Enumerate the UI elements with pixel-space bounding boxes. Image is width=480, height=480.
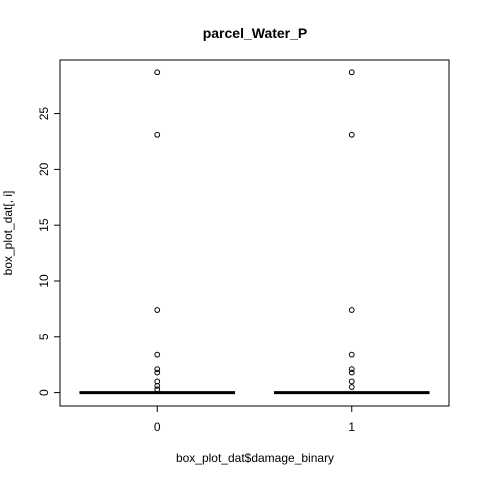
outlier-point bbox=[154, 369, 161, 376]
outlier-point bbox=[154, 131, 161, 138]
x-tick-label: 0 bbox=[154, 420, 161, 434]
y-tick-label: 25 bbox=[37, 107, 51, 121]
outlier-point bbox=[154, 386, 161, 393]
y-tick-label: 0 bbox=[37, 389, 51, 396]
outlier-point bbox=[348, 307, 355, 313]
y-tick-label: 10 bbox=[37, 274, 51, 288]
outlier-point bbox=[348, 351, 355, 358]
y-tick-label: 15 bbox=[37, 218, 51, 232]
x-tick-label: 1 bbox=[348, 420, 355, 434]
outlier-point bbox=[154, 383, 161, 389]
outlier-point bbox=[154, 307, 161, 313]
plot-frame bbox=[59, 59, 450, 407]
outlier-point bbox=[348, 384, 355, 390]
box-series bbox=[79, 69, 430, 395]
y-tick-label: 5 bbox=[37, 333, 51, 340]
x-axis-label: box_plot_dat$damage_binary bbox=[176, 451, 334, 465]
outlier-point bbox=[348, 378, 355, 385]
y-axis: 0 5 10 15 20 25 bbox=[37, 107, 61, 396]
outlier-point bbox=[348, 369, 355, 376]
chart-title: parcel_Water_P bbox=[203, 25, 308, 41]
outlier-point bbox=[154, 69, 161, 76]
outlier-point bbox=[154, 351, 161, 358]
outlier-point bbox=[348, 131, 355, 138]
outlier-point bbox=[348, 69, 355, 76]
outlier-point bbox=[154, 366, 161, 373]
y-axis-label: box_plot_dat[, i] bbox=[1, 191, 15, 276]
box-0 bbox=[79, 69, 236, 395]
y-tick-label: 20 bbox=[37, 162, 51, 176]
box-1 bbox=[273, 69, 430, 395]
outlier-point bbox=[348, 366, 355, 373]
